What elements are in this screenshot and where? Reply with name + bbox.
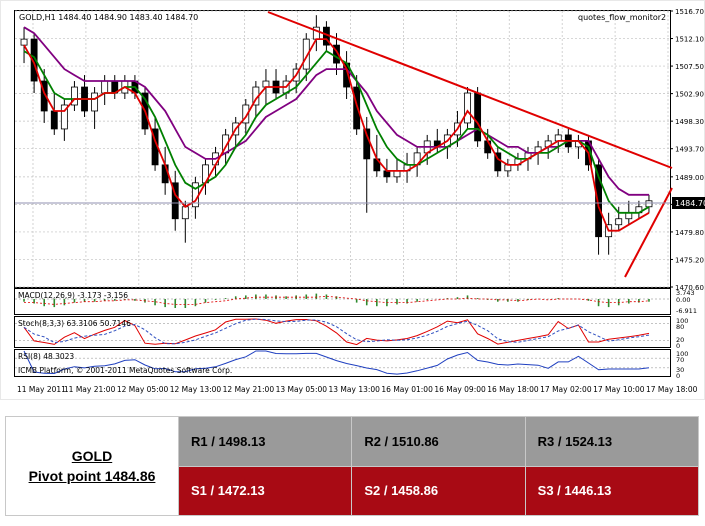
- stoch-panel: [14, 316, 671, 348]
- candle-body: [20, 38, 28, 46]
- rsi-line: [15, 350, 670, 375]
- time-tick-label: 13 May 05:00: [276, 385, 328, 394]
- time-tick-label: 12 May 05:00: [117, 385, 169, 394]
- s1-cell: S1 / 1472.13: [177, 465, 353, 516]
- time-tick-label: 17 May 18:00: [646, 385, 698, 394]
- time-tick-label: 11 May 21:00: [64, 385, 116, 394]
- candle-body: [302, 38, 310, 70]
- indicator-title: quotes_flow_monitor2: [578, 13, 666, 22]
- moving-averages: [23, 26, 650, 232]
- price-tick-label: 1498.30: [675, 118, 704, 126]
- candle-body: [464, 92, 471, 124]
- candle-body: [101, 80, 109, 94]
- ma-fast-line: [23, 38, 650, 232]
- stoch-k-line: [23, 318, 650, 346]
- price-tick-label: 1502.90: [675, 91, 704, 99]
- macd-label: MACD(12,26,9) -3.173 -3.156: [18, 291, 128, 300]
- candle-body: [645, 200, 653, 208]
- stoch-scale-0: 0: [676, 342, 680, 350]
- candle-body: [615, 218, 623, 226]
- time-tick-label: 16 May 01:00: [381, 385, 433, 394]
- candle-body: [171, 182, 179, 220]
- macd-scale-top: 3.743: [676, 289, 695, 297]
- price-tick-label: 1516.70: [675, 8, 704, 16]
- pivot-table: GOLD Pivot point 1484.86 R1 / 1498.13 R2…: [5, 416, 700, 516]
- ma-mid-line: [23, 49, 650, 214]
- rsi-curve: [23, 350, 650, 375]
- stoch-scale-20: 20: [676, 336, 684, 344]
- candle-body: [60, 104, 68, 130]
- time-tick-label: 17 May 10:00: [593, 385, 645, 394]
- candle-body: [474, 92, 482, 142]
- chart-window: 1516.70 1512.10 1507.50 1502.90 1498.30 1493.…: [0, 0, 705, 400]
- macd-panel: [14, 288, 671, 315]
- price-tick-label: 1507.50: [675, 63, 704, 71]
- candle-body: [181, 206, 189, 220]
- candle-body: [71, 86, 78, 106]
- price-tick-label: 1479.80: [675, 229, 704, 237]
- candle-body: [91, 92, 99, 112]
- stoch-label: Stoch(8,3,3) 63.3106 50.7146: [18, 319, 131, 328]
- rsi-scale-70: 70: [676, 356, 684, 364]
- candle-body: [40, 80, 48, 112]
- rsi-scale-100: 100: [676, 350, 688, 358]
- macd-histogram: [15, 293, 670, 308]
- pivot-point: Pivot point 1484.86: [28, 468, 156, 484]
- rsi-label: RSI(8) 48.3023: [18, 352, 74, 361]
- current-price-label: 1484.70: [675, 199, 705, 208]
- time-tick-label: 11 May 2011: [17, 385, 66, 394]
- price-tick-label: 1470.60: [675, 284, 704, 292]
- copyright-label: ICMB Platform, © 2001-2011 MetaQuotes So…: [18, 366, 232, 375]
- macd-scale-zero: 0.00: [676, 296, 690, 304]
- candle-body: [353, 86, 361, 130]
- candle-body: [242, 104, 250, 124]
- grid: [15, 10, 670, 288]
- stoch-scale-80: 80: [676, 323, 684, 331]
- rsi-scale-0: 0: [676, 372, 680, 380]
- symbol-name: GOLD: [71, 448, 113, 464]
- macd-signal: [24, 295, 650, 305]
- stochastic-lines: [15, 318, 670, 346]
- stoch-d-line: [23, 318, 650, 345]
- time-tick-label: 13 May 13:00: [329, 385, 381, 394]
- r1-cell: R1 / 1498.13: [177, 416, 353, 467]
- time-tick-label: 16 May 18:00: [487, 385, 539, 394]
- rsi-scale-30: 30: [676, 366, 684, 374]
- price-chart: 1516.70 1512.10 1507.50 1502.90 1498.30 1493.…: [0, 0, 705, 400]
- current-price-box: [672, 197, 705, 209]
- candle-body: [333, 44, 340, 64]
- candle-body: [30, 38, 38, 82]
- s2-cell: S2 / 1458.86: [351, 465, 526, 516]
- resistance-trendline: [267, 11, 673, 169]
- rsi-panel: [14, 349, 671, 377]
- price-tick-label: 1512.10: [675, 36, 704, 44]
- r3-cell: R3 / 1524.13: [524, 416, 700, 467]
- r2-cell: R2 / 1510.86: [351, 416, 526, 467]
- stoch-scale-100: 100: [676, 317, 688, 325]
- price-tick-label: 1489.00: [675, 174, 704, 182]
- macd-scale-bottom: -6.911: [676, 307, 697, 315]
- price-tick-label: 1493.70: [675, 146, 704, 154]
- s3-cell: S3 / 1446.13: [524, 465, 700, 516]
- time-tick-label: 16 May 09:00: [434, 385, 486, 394]
- time-tick-label: 12 May 21:00: [223, 385, 275, 394]
- symbol-cell: GOLD Pivot point 1484.86: [5, 416, 179, 516]
- candle-body: [50, 110, 58, 130]
- price-axis: 1516.70 1512.10 1507.50 1502.90 1498.30 1493.…: [670, 8, 704, 292]
- chart-title: GOLD,H1 1484.40 1484.90 1483.40 1484.70: [19, 13, 198, 22]
- candle-body: [595, 164, 602, 238]
- candle-body: [494, 152, 502, 172]
- time-tick-label: 12 May 13:00: [170, 385, 222, 394]
- price-tick-label: 1475.20: [675, 256, 704, 264]
- time-tick-label: 17 May 02:00: [540, 385, 592, 394]
